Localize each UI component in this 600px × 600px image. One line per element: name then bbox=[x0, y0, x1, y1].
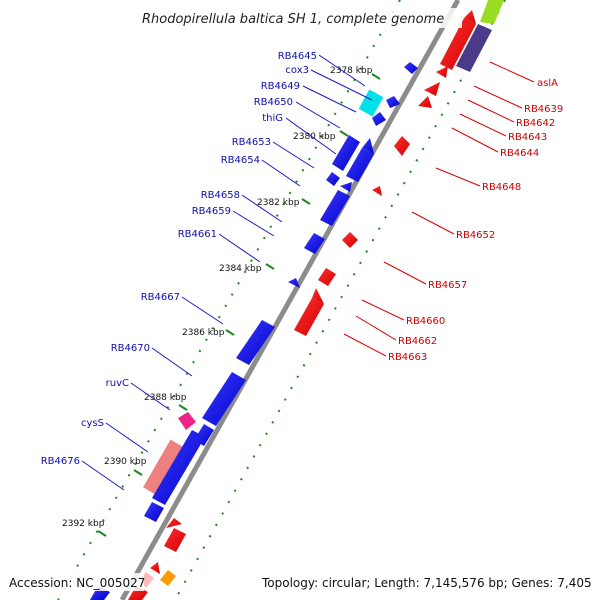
gene-rb4645[interactable] bbox=[404, 62, 418, 74]
gene-rb4644[interactable] bbox=[418, 96, 432, 108]
gene-label[interactable]: RB4662 bbox=[398, 336, 437, 347]
title-backdrop bbox=[138, 8, 462, 28]
gene-asla[interactable] bbox=[456, 24, 492, 72]
accession-text: Accession: NC_005027 bbox=[9, 576, 145, 590]
left-leaders bbox=[81, 54, 373, 491]
gene-rb4661[interactable] bbox=[288, 278, 300, 288]
gene-label[interactable]: RB4661 bbox=[178, 229, 217, 240]
gene-rb4648[interactable] bbox=[394, 136, 410, 156]
gene-label[interactable]: RB4670 bbox=[111, 343, 150, 354]
tick-label: 2388 kbp bbox=[144, 393, 187, 403]
gene-rb4659[interactable] bbox=[304, 233, 325, 254]
gene-rb4643[interactable] bbox=[424, 82, 440, 96]
gene-label[interactable]: RB4676 bbox=[41, 456, 80, 467]
gene-label[interactable]: RB4667 bbox=[141, 292, 180, 303]
tick-label: 2392 kbp bbox=[62, 519, 105, 529]
gene-label[interactable]: ruvC bbox=[106, 378, 129, 389]
reverse-genes bbox=[128, 0, 504, 600]
gene-label[interactable]: RB4644 bbox=[500, 148, 539, 159]
gene-rb4642[interactable] bbox=[436, 66, 448, 78]
gene-label[interactable]: RB4643 bbox=[508, 132, 547, 143]
gene-thig[interactable] bbox=[332, 135, 360, 171]
gene-bottom-orange[interactable] bbox=[160, 570, 176, 586]
gene-rb4654[interactable] bbox=[326, 172, 340, 186]
kbp-labels: 2378 kbp 2380 kbp 2382 kbp 2384 kbp 2386… bbox=[62, 66, 373, 529]
right-leaders bbox=[343, 61, 535, 357]
gene-bottom-red2[interactable] bbox=[166, 518, 182, 528]
tick-label: 2384 kbp bbox=[219, 264, 262, 274]
gene-label[interactable]: RB4645 bbox=[278, 51, 317, 62]
gene-label[interactable]: cysS bbox=[81, 418, 104, 429]
gene-top-green[interactable] bbox=[480, 0, 504, 24]
gene-label[interactable]: RB4663 bbox=[388, 352, 427, 363]
gene-rb4677[interactable] bbox=[144, 502, 164, 522]
topology-text: Topology: circular; Length: 7,145,576 bp… bbox=[261, 576, 592, 590]
tick-label: 2386 kbp bbox=[182, 328, 225, 338]
gene-rb4670[interactable] bbox=[202, 372, 246, 426]
gene-rb4662[interactable] bbox=[294, 298, 324, 336]
gene-rb4639[interactable] bbox=[440, 18, 476, 70]
right-gene-labels: aslA RB4639 RB4642 RB4643 RB4644 RB4648 … bbox=[388, 78, 563, 363]
gc-track-right bbox=[174, 0, 506, 600]
gene-rb4650[interactable] bbox=[372, 112, 386, 126]
gene-rb4657[interactable] bbox=[342, 232, 358, 248]
gene-label[interactable]: RB4649 bbox=[261, 81, 300, 92]
left-gene-labels: RB4645 cox3 RB4649 RB4650 thiG RB4653 RB… bbox=[41, 51, 317, 467]
genome-backbone bbox=[119, 0, 461, 600]
gene-rb4676[interactable] bbox=[152, 430, 205, 505]
gene-label[interactable]: RB4639 bbox=[524, 104, 563, 115]
gc-track-left bbox=[57, 0, 401, 600]
footer-backdrop-right bbox=[258, 573, 594, 591]
gene-rb4652[interactable] bbox=[372, 186, 382, 196]
gene-label[interactable]: aslA bbox=[537, 78, 558, 89]
gene-cox3[interactable] bbox=[358, 89, 384, 117]
gene-bottom-red3[interactable] bbox=[150, 562, 160, 574]
gene-label[interactable]: RB4642 bbox=[516, 118, 555, 129]
gene-label[interactable]: RB4652 bbox=[456, 230, 495, 241]
tick-label: 2378 kbp bbox=[330, 66, 373, 76]
gene-label[interactable]: RB4654 bbox=[221, 155, 260, 166]
gene-label[interactable]: RB4648 bbox=[482, 182, 521, 193]
gene-rb4653[interactable] bbox=[346, 148, 374, 182]
page-title: Rhodopirellula baltica SH 1, complete ge… bbox=[142, 12, 444, 27]
footer-backdrop-left bbox=[4, 573, 144, 591]
tick-label: 2390 kbp bbox=[104, 457, 147, 467]
gene-label[interactable]: RB4658 bbox=[201, 190, 240, 201]
forward-genes bbox=[90, 62, 418, 600]
gene-label[interactable]: RB4650 bbox=[254, 97, 293, 108]
gene-cyss[interactable] bbox=[143, 439, 185, 496]
gene-rb4653b[interactable] bbox=[362, 138, 374, 154]
gene-label[interactable]: RB4657 bbox=[428, 280, 467, 291]
gene-bottom-red1[interactable] bbox=[164, 528, 186, 552]
gene-rb4649[interactable] bbox=[386, 96, 400, 108]
kbp-ticks bbox=[97, 73, 381, 537]
gene-rb4667[interactable] bbox=[236, 320, 275, 365]
gene-rb4658b[interactable] bbox=[340, 182, 352, 192]
gene-rb4660[interactable] bbox=[318, 268, 336, 286]
gene-label[interactable]: RB4653 bbox=[232, 137, 271, 148]
gene-label[interactable]: RB4659 bbox=[192, 206, 231, 217]
tick-label: 2380 kbp bbox=[293, 132, 336, 142]
gene-label[interactable]: thiG bbox=[262, 113, 283, 124]
gene-cyss-tip[interactable] bbox=[178, 412, 196, 430]
gene-label[interactable]: cox3 bbox=[285, 65, 309, 76]
gene-rb4658[interactable] bbox=[320, 190, 350, 226]
gene-rb4639-tip[interactable] bbox=[464, 10, 476, 24]
gene-label[interactable]: RB4660 bbox=[406, 316, 445, 327]
tick-label: 2382 kbp bbox=[257, 198, 300, 208]
gene-rb4663[interactable] bbox=[312, 288, 324, 304]
